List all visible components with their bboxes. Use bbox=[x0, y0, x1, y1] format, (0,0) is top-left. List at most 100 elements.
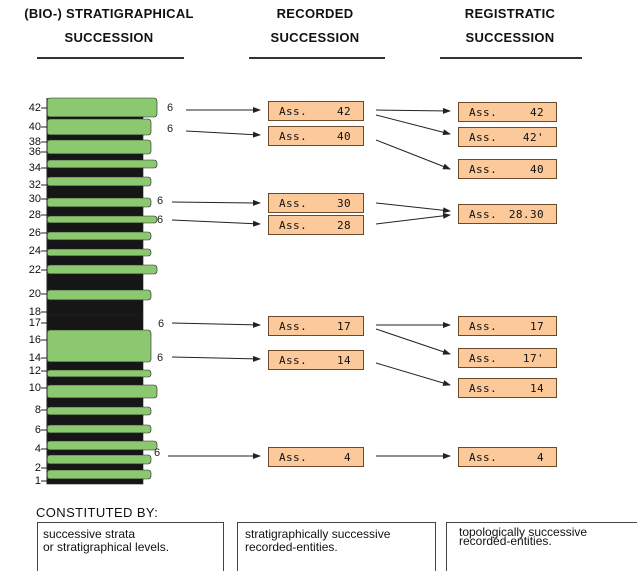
recorded-box-value: 17 bbox=[336, 320, 351, 333]
registratic-box-value: 28.30 bbox=[508, 208, 544, 221]
tick-label: 32 bbox=[28, 179, 41, 191]
arrow bbox=[185, 130, 261, 138]
fossil-marker: 6 bbox=[157, 214, 163, 226]
layer-dark bbox=[46, 134, 144, 141]
registratic-box-label: Ass. bbox=[469, 382, 498, 395]
tick-label: 17 bbox=[28, 317, 41, 329]
tick-label: 22 bbox=[28, 264, 41, 276]
layer-dark bbox=[46, 273, 144, 291]
header-registratic-line2: SUCCESSION bbox=[465, 30, 555, 45]
tick-label: 18 bbox=[28, 306, 41, 318]
layer-light bbox=[46, 424, 152, 434]
tick-label: 40 bbox=[28, 121, 41, 133]
registratic-box-label: Ass. bbox=[469, 320, 498, 333]
layer-light bbox=[46, 264, 158, 275]
tick-label: 16 bbox=[28, 334, 41, 346]
layer-light bbox=[46, 197, 152, 208]
layer-light bbox=[46, 469, 152, 480]
footer-recorded-line1: stratigraphically successive bbox=[245, 527, 391, 541]
recorded-box: Ass. 40 bbox=[268, 126, 364, 146]
recorded-box-label: Ass. bbox=[279, 451, 308, 464]
fossil-marker: 6 bbox=[157, 195, 163, 207]
layer-dark bbox=[46, 361, 144, 371]
layer-dark bbox=[46, 449, 144, 456]
recorded-box: Ass. 4 bbox=[268, 447, 364, 467]
arrow bbox=[375, 328, 451, 355]
registratic-box: Ass. 28.30 bbox=[458, 204, 557, 224]
footer-box-registratic: topologically successive recorded-entiti… bbox=[446, 522, 637, 571]
constituted-by-label: CONSTITUTED BY: bbox=[36, 505, 159, 520]
header-stratigraphical-line1: (BIO-) STRATIGRAPHICAL bbox=[24, 6, 194, 21]
registratic-box-label: Ass. bbox=[469, 163, 498, 176]
recorded-box: Ass. 28 bbox=[268, 215, 364, 235]
layer-light bbox=[46, 248, 152, 257]
registratic-box-label: Ass. bbox=[469, 106, 498, 119]
layer-light bbox=[46, 176, 152, 187]
tick-label: 20 bbox=[28, 288, 41, 300]
recorded-box-label: Ass. bbox=[279, 197, 308, 210]
fossil-marker: 6 bbox=[158, 318, 164, 330]
recorded-box-value: 42 bbox=[336, 105, 351, 118]
tick-label: 1 bbox=[34, 475, 41, 487]
layer-dark bbox=[46, 153, 144, 161]
layer-light bbox=[46, 97, 158, 118]
tick-label: 36 bbox=[28, 146, 41, 158]
registratic-box: Ass. 42' bbox=[458, 127, 557, 147]
footer-registratic-line2: recorded-entities. bbox=[459, 534, 552, 548]
recorded-box-label: Ass. bbox=[279, 130, 308, 143]
footer-registratic-line1: topologically successive bbox=[459, 525, 588, 539]
recorded-box-value: 40 bbox=[336, 130, 351, 143]
tick-label: 4 bbox=[34, 443, 41, 455]
registratic-box-value: 4 bbox=[536, 451, 544, 464]
recorded-box-label: Ass. bbox=[279, 219, 308, 232]
recorded-box-label: Ass. bbox=[279, 354, 308, 367]
recorded-box: Ass. 17 bbox=[268, 316, 364, 336]
header-underline-recorded bbox=[249, 57, 385, 59]
tick-label: 8 bbox=[34, 404, 41, 416]
tick-label: 12 bbox=[28, 365, 41, 377]
arrow bbox=[375, 212, 451, 225]
registratic-box: Ass. 42 bbox=[458, 102, 557, 122]
arrows bbox=[168, 107, 451, 459]
recorded-box: Ass. 42 bbox=[268, 101, 364, 121]
header-recorded-line1: RECORDED bbox=[276, 6, 354, 21]
tick-label: 24 bbox=[28, 245, 41, 257]
tick-label: 34 bbox=[28, 162, 41, 174]
header-registratic-line1: REGISTRATIC bbox=[464, 6, 556, 21]
header-registratic: REGISTRATIC SUCCESSION bbox=[440, 2, 580, 50]
layer-light bbox=[46, 139, 152, 155]
fossil-marker: 6 bbox=[154, 447, 160, 459]
recorded-box: Ass. 30 bbox=[268, 193, 364, 213]
layer-dark bbox=[46, 239, 144, 250]
strata-column bbox=[46, 97, 158, 485]
registratic-box-label: Ass. bbox=[469, 451, 498, 464]
fossil-marker: 6 bbox=[157, 352, 163, 364]
recorded-box-label: Ass. bbox=[279, 105, 308, 118]
footer-box-strata: successive strata or stratigraphical lev… bbox=[37, 522, 224, 571]
registratic-box-label: Ass. bbox=[469, 131, 498, 144]
layer-light bbox=[46, 369, 152, 378]
recorded-box-label: Ass. bbox=[279, 320, 308, 333]
layer-light bbox=[46, 118, 152, 136]
layer-light bbox=[46, 159, 158, 169]
registratic-box: Ass. 17 bbox=[458, 316, 557, 336]
layer-light bbox=[46, 406, 152, 416]
layer-light bbox=[46, 454, 152, 465]
tick-label: 42 bbox=[28, 102, 41, 114]
layer-dark bbox=[46, 314, 144, 331]
header-underline-registratic bbox=[440, 57, 582, 59]
recorded-box-value: 14 bbox=[336, 354, 351, 367]
layer-dark bbox=[46, 432, 144, 442]
layer-dark bbox=[46, 185, 144, 199]
fossil-marker: 6 bbox=[167, 102, 173, 114]
arrow bbox=[171, 355, 261, 362]
layer-dark bbox=[46, 463, 144, 471]
layer-dark bbox=[46, 376, 144, 386]
tick-label: 30 bbox=[28, 193, 41, 205]
arrow bbox=[171, 199, 261, 206]
registratic-box-value: 17' bbox=[522, 352, 544, 365]
registratic-box: Ass. 14 bbox=[458, 378, 557, 398]
tick-label: 38 bbox=[28, 136, 41, 148]
header-stratigraphical: (BIO-) STRATIGRAPHICAL SUCCESSION bbox=[2, 2, 216, 50]
